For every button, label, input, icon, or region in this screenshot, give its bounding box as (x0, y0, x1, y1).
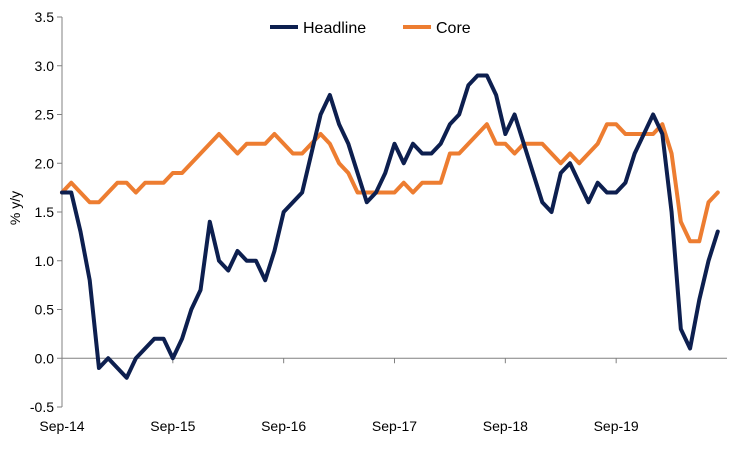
y-tick-label: -0.5 (30, 399, 54, 415)
y-tick-label: 1.5 (35, 204, 55, 220)
y-tick-label: 2.5 (35, 107, 55, 123)
y-tick-label: 3.5 (35, 9, 55, 25)
y-tick-label: 0.0 (35, 350, 55, 366)
y-axis-title: % y/y (7, 191, 23, 225)
series-layer (60, 73, 720, 380)
series-line-headline (60, 73, 720, 380)
y-axis: -0.5 0.0 0.5 1.0 1.5 2.0 2.5 3.0 3.5 (30, 9, 63, 415)
y-tick-label: 2.0 (35, 155, 55, 171)
y-tick-label: 1.0 (35, 253, 55, 269)
y-tick-label: 3.0 (35, 58, 55, 74)
x-tick-label: Sep-16 (261, 418, 306, 434)
x-tick-label: Sep-14 (39, 418, 84, 434)
legend-label-core: Core (436, 20, 471, 37)
y-tick-label: 0.5 (35, 302, 55, 318)
legend: Headline Core (270, 20, 471, 37)
x-tick-label: Sep-15 (150, 418, 195, 434)
x-tick-label: Sep-18 (483, 418, 528, 434)
legend-label-headline: Headline (303, 20, 366, 37)
series-line-core (60, 122, 720, 244)
x-tick-label: Sep-17 (372, 418, 417, 434)
x-axis: Sep-14 Sep-15 Sep-16 Sep-17 Sep-18 Sep-19 (39, 357, 727, 434)
x-tick-label: Sep-19 (594, 418, 639, 434)
